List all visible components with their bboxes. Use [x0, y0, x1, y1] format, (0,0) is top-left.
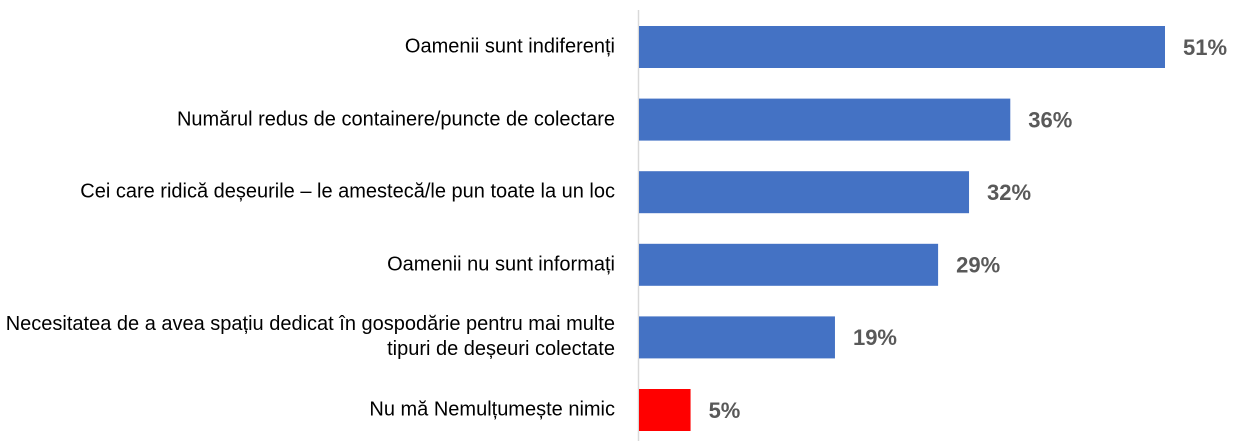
value-label: 36%	[1028, 107, 1072, 132]
category-label: Nu mă Nemulțumește nimic	[369, 398, 615, 421]
category-label: Oamenii nu sunt informați	[387, 253, 615, 276]
bar	[639, 171, 970, 214]
bar	[639, 316, 835, 359]
value-label: 29%	[956, 253, 1000, 278]
value-label: 51%	[1183, 35, 1227, 60]
bar	[639, 389, 691, 431]
category-label: Cei care ridică deșeurile – le amestecă/…	[80, 180, 615, 203]
category-label: Oamenii sunt indiferenți	[404, 35, 615, 58]
category-label: Numărul redus de containere/puncte de co…	[176, 108, 615, 131]
category-label: Necesitatea de a avea spațiu dedicat în …	[5, 313, 615, 361]
bar	[639, 243, 939, 286]
value-label: 5%	[709, 398, 741, 423]
bar	[639, 26, 1165, 68]
value-label: 32%	[987, 180, 1031, 205]
value-label: 19%	[853, 325, 897, 350]
bar	[639, 98, 1011, 141]
